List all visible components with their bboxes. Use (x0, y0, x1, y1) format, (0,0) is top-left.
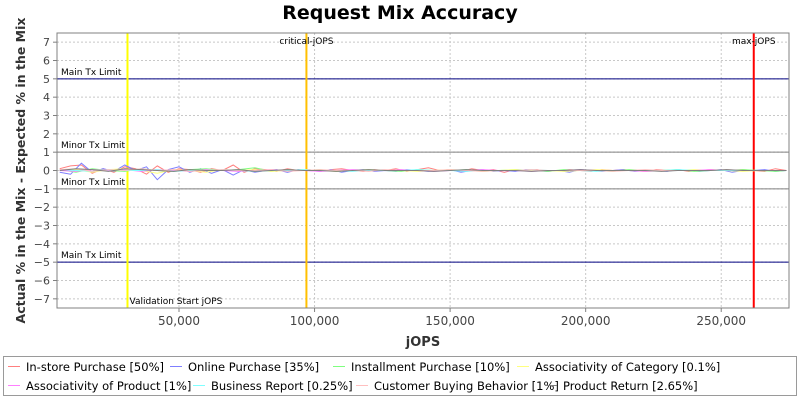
y-tick-label: −5 (34, 256, 50, 269)
x-tick-label: 50,000 (158, 314, 200, 328)
legend-swatch (8, 384, 20, 387)
y-tick-label: −6 (34, 275, 50, 288)
axes: 7 6 5 4 3 2 1 0 −1 −2 −3 −4 −5 −6 −7 50,000 100,000 150,0… (13, 18, 746, 350)
legend-item: Business Report [0.25%] (193, 377, 353, 395)
vertical-marker-label: max-jOPS (732, 37, 776, 47)
x-axis-label: jOPS (405, 335, 440, 350)
vertical-marker-label: Validation Start jOPS (129, 297, 222, 307)
legend-label: Installment Purchase [10%] (351, 360, 510, 374)
legend-label: Product Return [2.65%] (563, 379, 698, 393)
x-tick-label: 100,000 (290, 314, 340, 328)
legend-swatch (193, 384, 205, 387)
legend-label: Online Purchase [35%] (188, 360, 320, 374)
y-tick-label: −4 (34, 238, 50, 251)
y-tick-label: 4 (43, 91, 50, 104)
legend-label: Customer Buying Behavior [1%] (374, 379, 559, 393)
y-axis-label: Actual % in the Mix - Expected % in the … (13, 18, 28, 324)
limit-label: Main Tx Limit (61, 251, 122, 261)
legend-item: Product Return [2.65%] (545, 377, 698, 395)
chart-canvas: Main Tx Limit Minor Tx Limit Minor Tx Limi… (13, 18, 790, 350)
legend-swatch (170, 365, 182, 368)
series-layer (59, 162, 787, 181)
y-tick-label: 0 (43, 165, 50, 178)
y-tick-label: −3 (34, 220, 50, 233)
y-tick-label: 6 (43, 55, 50, 68)
limit-label: Minor Tx Limit (61, 141, 126, 151)
limit-label: Minor Tx Limit (61, 178, 126, 188)
legend-item: Customer Buying Behavior [1%] (356, 377, 559, 395)
legend-item: Associativity of Product [1%] (8, 377, 191, 395)
x-tick-label: 150,000 (425, 314, 475, 328)
legend-label: Associativity of Category [0.1%] (535, 360, 721, 374)
y-tick-label: 1 (43, 146, 50, 159)
limit-lines: Main Tx Limit Minor Tx Limit Minor Tx Limi… (57, 68, 789, 263)
legend-label: Business Report [0.25%] (211, 379, 353, 393)
x-tick-label: 250,000 (696, 314, 746, 328)
legend: In-store Purchase [50%] Online Purchase [… (3, 356, 797, 396)
y-tick-label: 3 (43, 110, 50, 123)
legend-item: Associativity of Category [0.1%] (517, 358, 720, 376)
vertical-marker-label: critical-jOPS (279, 37, 333, 47)
y-tick-label: 2 (43, 128, 50, 141)
chart-title: Request Mix Accuracy (282, 2, 518, 24)
y-tick-label: 7 (43, 36, 50, 49)
legend-label: In-store Purchase [50%] (26, 360, 164, 374)
legend-swatch (517, 365, 529, 368)
legend-swatch (333, 365, 345, 368)
legend-swatch (8, 365, 20, 368)
x-tick-label: 200,000 (561, 314, 611, 328)
y-tick-label: −1 (34, 183, 50, 196)
legend-swatch (356, 384, 368, 387)
y-tick-label: −2 (34, 201, 50, 214)
y-tick-label: 5 (43, 73, 50, 86)
legend-item: Online Purchase [35%] (170, 358, 319, 376)
legend-item: In-store Purchase [50%] (8, 358, 164, 376)
limit-label: Main Tx Limit (61, 68, 122, 78)
series-line (59, 168, 787, 172)
legend-swatch (545, 384, 557, 387)
y-tick-label: −7 (34, 293, 50, 306)
legend-item: Installment Purchase [10%] (333, 358, 510, 376)
legend-label: Associativity of Product [1%] (26, 379, 192, 393)
